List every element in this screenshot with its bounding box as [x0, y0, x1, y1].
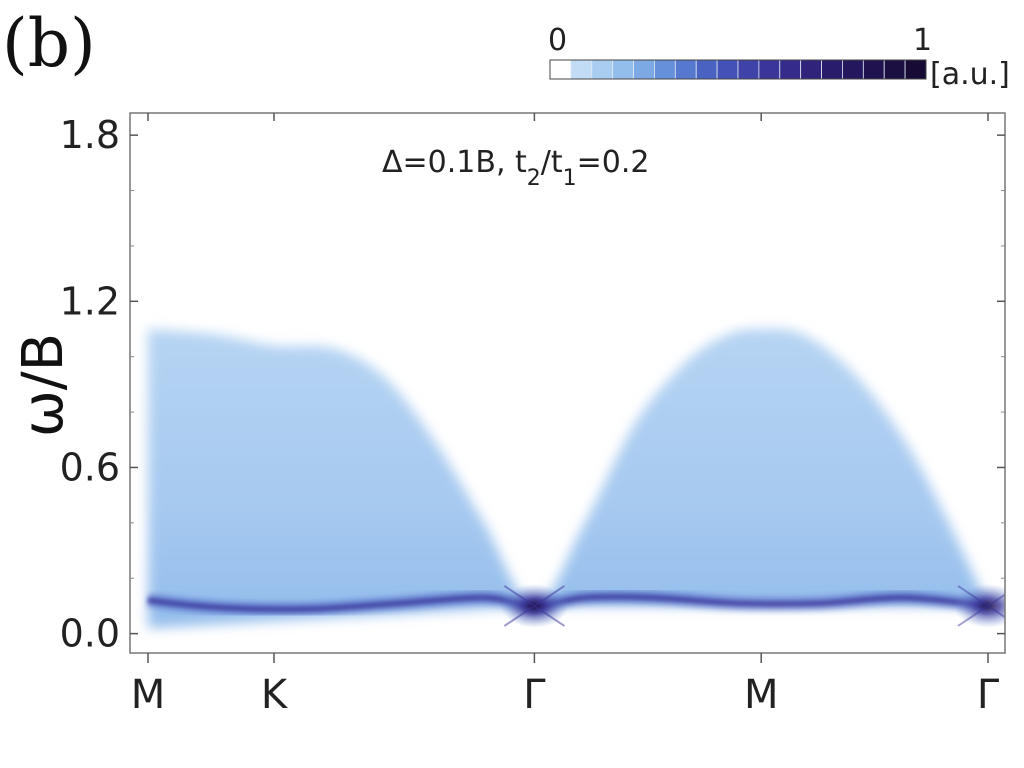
colorbar-cell [758, 59, 781, 80]
colorbar-cell [612, 59, 634, 80]
colorbar-unit-label: [a.u.] [930, 57, 1010, 92]
panel-label: (b) [2, 5, 96, 82]
y-tick-label: 0.0 [60, 612, 120, 656]
colorbar-cell [716, 59, 739, 80]
hotspot-ray [503, 585, 565, 627]
hotspot-1 [954, 583, 1005, 628]
colorbar-cell [737, 59, 760, 80]
x-tick-label: Γ [523, 672, 546, 718]
hotspot-ray [957, 593, 1005, 627]
colorbar-cell [800, 59, 822, 80]
colorbar-min-label: 0 [548, 23, 567, 58]
colorbar-cell [654, 59, 676, 80]
colorbar-cell [779, 59, 802, 80]
y-tick-label: 1.8 [60, 113, 120, 157]
x-tick-label: Γ [977, 672, 1000, 718]
plot-frame [129, 112, 1006, 654]
x-tick-label: K [261, 672, 289, 718]
hotspot-ray [957, 585, 1005, 619]
colorbar-cell [674, 59, 697, 80]
colorbar-cell [549, 59, 572, 80]
colorbar-cell [591, 59, 614, 80]
plot-area [147, 328, 1005, 629]
x-tick-label: M [131, 672, 166, 718]
x-tick-label: M [744, 672, 779, 718]
y-tick-label: 1.2 [60, 279, 120, 323]
colorbar-cell [862, 59, 885, 80]
colorbar [549, 59, 927, 80]
colorbar-cell [904, 59, 927, 80]
colorbar-cell [842, 59, 864, 80]
y-tick-label: 0.6 [60, 445, 120, 489]
y-axis-title: ω/B [11, 333, 76, 437]
colorbar-cell [821, 59, 843, 80]
parameter-annotation: Δ=0.1B, t2/t1=0.2 [382, 145, 650, 191]
colorbar-cell [633, 59, 655, 80]
colorbar-frame [549, 59, 927, 80]
colorbar-cell [883, 59, 906, 80]
continuum-region [148, 328, 988, 629]
colorbar-max-label: 1 [913, 23, 932, 58]
colorbar-cell [695, 59, 718, 80]
colorbar-cell [570, 59, 593, 80]
